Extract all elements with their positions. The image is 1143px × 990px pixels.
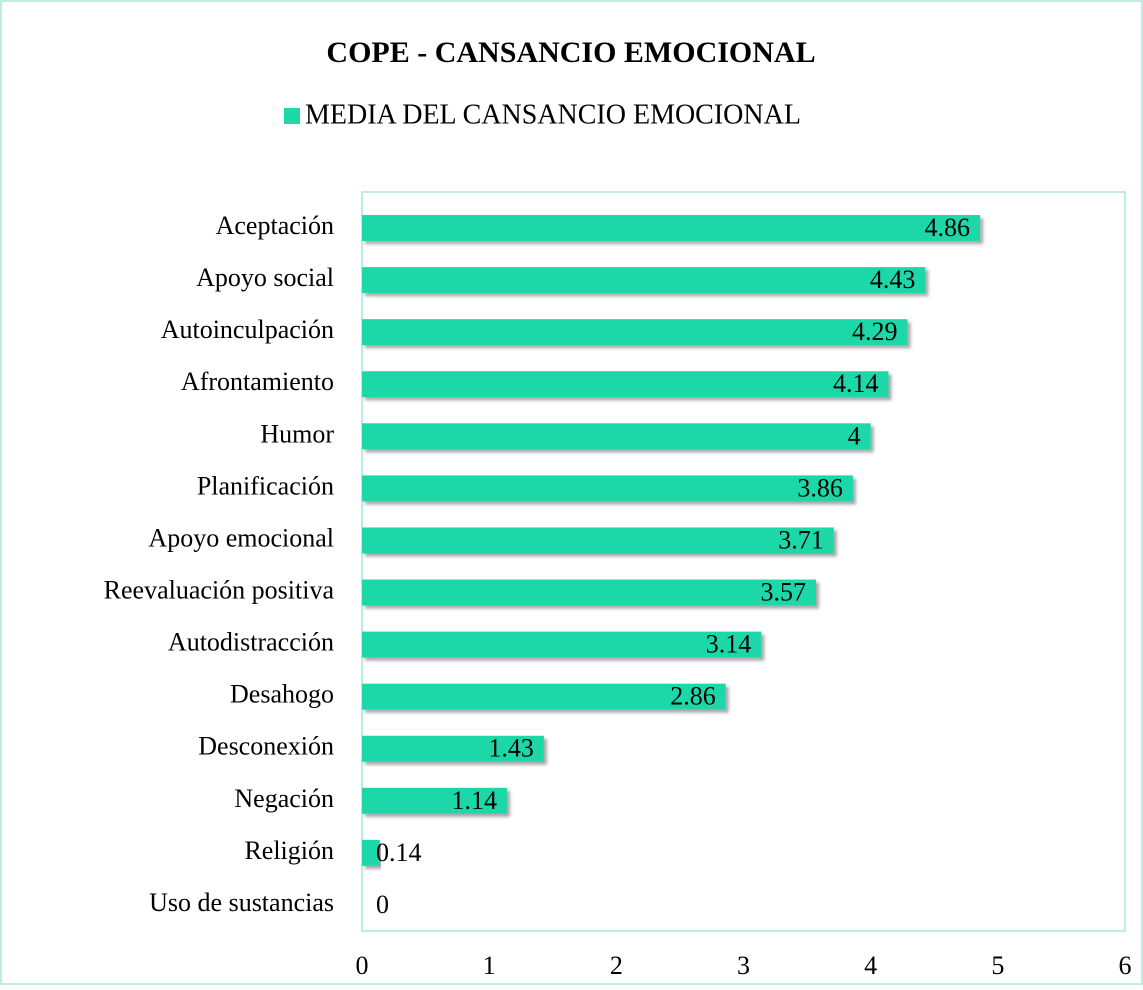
legend-label: MEDIA DEL CANSANCIO EMOCIONAL (305, 99, 801, 130)
y-tick-label: Planificación (197, 471, 334, 500)
data-label: 4.43 (870, 265, 916, 294)
y-tick-label: Desahogo (230, 680, 334, 709)
data-label: 0 (376, 890, 389, 919)
bar (362, 631, 762, 658)
y-tick-label: Reevaluación positiva (104, 576, 335, 605)
plot-border (361, 191, 1126, 932)
bar (362, 267, 926, 294)
y-tick-label: Uso de sustancias (149, 888, 334, 917)
x-tick-label: 6 (1119, 951, 1132, 980)
bar (362, 215, 981, 242)
x-tick-label: 5 (991, 951, 1004, 980)
data-label: 3.86 (797, 473, 843, 502)
y-tick-label: Apoyo social (196, 263, 334, 292)
data-label: 1.43 (488, 734, 534, 763)
x-tick-label: 3 (737, 951, 750, 980)
data-label: 3.57 (760, 578, 806, 607)
y-tick-label: Desconexión (198, 732, 334, 761)
bar (362, 423, 871, 450)
data-label: 0.14 (376, 838, 422, 867)
y-tick-label: Aceptación (216, 211, 334, 240)
bar (362, 735, 544, 762)
x-tick-label: 4 (864, 951, 877, 980)
y-tick-label: Religión (244, 836, 334, 865)
bar (362, 839, 380, 866)
bar (362, 787, 507, 814)
x-tick-label: 2 (610, 951, 623, 980)
data-label: 1.14 (451, 786, 497, 815)
data-label: 4.86 (925, 213, 971, 242)
data-label: 4 (848, 421, 861, 450)
legend-swatch (284, 108, 300, 124)
data-label: 3.14 (706, 630, 752, 659)
y-tick-label: Autodistracción (168, 628, 334, 657)
y-tick-label: Apoyo emocional (148, 523, 334, 552)
data-label: 3.71 (778, 525, 824, 554)
bar (362, 579, 816, 606)
x-tick-label: 1 (483, 951, 496, 980)
data-label: 4.14 (833, 369, 879, 398)
data-label: 2.86 (670, 682, 716, 711)
y-tick-label: Afrontamiento (181, 367, 334, 396)
y-tick-label: Autoinculpación (161, 315, 334, 344)
x-tick-label: 0 (356, 951, 369, 980)
bar (362, 371, 889, 398)
bar (362, 475, 853, 502)
y-tick-label: Negación (234, 784, 334, 813)
chart-title: COPE - CANSANCIO EMOCIONAL (326, 36, 815, 69)
y-tick-label: Humor (260, 419, 334, 448)
bar (362, 319, 908, 346)
bar (362, 683, 726, 710)
data-label: 4.29 (852, 317, 898, 346)
bar (362, 527, 834, 554)
